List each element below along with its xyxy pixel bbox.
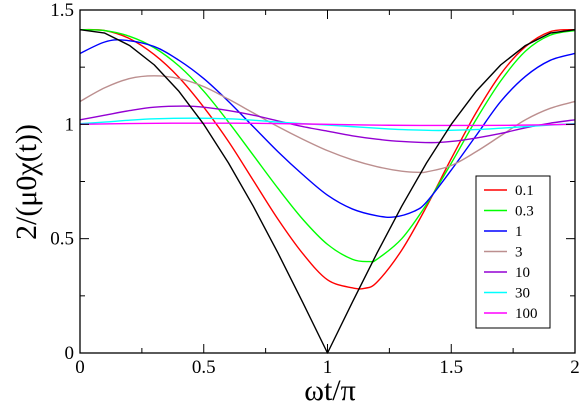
legend: 0.1 0.3 1 3 10 30 100 (475, 175, 551, 329)
legend-label-0.3: 0.3 (515, 204, 534, 220)
series-line-0.1 (79, 28, 576, 290)
legend-label-3: 3 (515, 245, 523, 261)
tick-labels: 0 0.5 1 1.5 2 0 0.5 1 1.5 (50, 0, 580, 378)
y-tick-label: 1.5 (50, 0, 74, 21)
legend-label-10: 10 (515, 265, 530, 281)
series-line-3 (79, 75, 576, 174)
x-tick-label: 0.5 (192, 357, 216, 378)
ticks-layer (79, 9, 576, 354)
series-line-0.3 (79, 28, 576, 263)
y-tick-label: 0 (65, 343, 75, 364)
x-tick-label: 1.5 (439, 357, 463, 378)
x-axis-label: ωt/π (304, 374, 356, 405)
legend-label-100: 100 (515, 306, 538, 322)
series-line-10 (79, 105, 576, 144)
legend-label-0.1: 0.1 (515, 183, 534, 199)
legend-label-1: 1 (515, 224, 523, 240)
x-tick-label: 2 (570, 357, 580, 378)
y-tick-label: 1 (65, 114, 75, 135)
y-axis-label: 2/(μ0χ(t)) (10, 124, 43, 240)
legend-label-30: 30 (515, 286, 530, 302)
series-line-100 (79, 122, 576, 127)
y-tick-label: 0.5 (50, 229, 74, 250)
series-layer (79, 28, 576, 354)
series-line-1 (79, 39, 576, 218)
x-tick-label: 0 (75, 357, 85, 378)
x-tick-label: 1 (323, 357, 333, 378)
